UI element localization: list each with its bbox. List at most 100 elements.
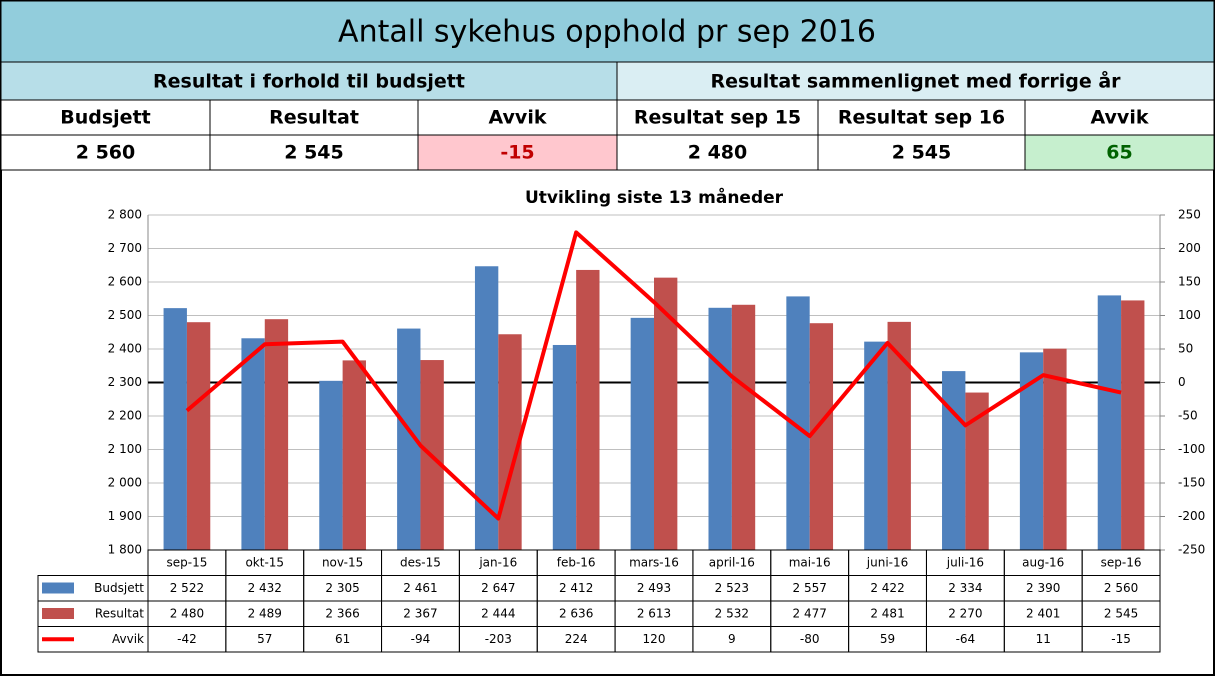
x-tick-label: okt-15 bbox=[245, 555, 284, 569]
bar bbox=[942, 371, 966, 550]
value-cell bbox=[817, 134, 1026, 171]
data-label: 2 305 bbox=[325, 581, 359, 595]
data-label: 224 bbox=[565, 632, 588, 646]
y2-tick-label: -50 bbox=[1178, 409, 1198, 423]
bar bbox=[474, 266, 499, 550]
data-label: 2 523 bbox=[715, 581, 749, 595]
bar bbox=[397, 328, 421, 550]
bar bbox=[264, 319, 289, 550]
data-label: 2 422 bbox=[870, 581, 904, 595]
y-tick-label: 2 000 bbox=[108, 476, 142, 490]
data-label: 2 366 bbox=[325, 606, 359, 620]
data-label: 2 532 bbox=[715, 606, 749, 620]
bar bbox=[1121, 300, 1145, 550]
data-label: 2 432 bbox=[248, 581, 282, 595]
y-tick-label: 2 200 bbox=[108, 409, 142, 423]
data-label: 2 613 bbox=[637, 606, 671, 620]
value-label: 2 545 bbox=[284, 142, 344, 164]
y2-tick-label: -150 bbox=[1178, 476, 1205, 490]
column-label: Budsjett bbox=[60, 107, 150, 129]
bar bbox=[1097, 295, 1122, 550]
x-tick-label: jan-16 bbox=[478, 555, 517, 569]
y2-tick-label: 100 bbox=[1178, 308, 1201, 322]
y-tick-label: 2 600 bbox=[108, 275, 142, 289]
data-label: 2 636 bbox=[559, 606, 593, 620]
data-label: 2 647 bbox=[481, 581, 515, 595]
value-cell bbox=[616, 134, 819, 171]
data-label: 120 bbox=[643, 632, 666, 646]
bar bbox=[708, 307, 732, 550]
data-label: 2 367 bbox=[403, 606, 437, 620]
data-label: 2 557 bbox=[793, 581, 827, 595]
legend-key bbox=[42, 608, 74, 619]
x-tick-label: sep-16 bbox=[1101, 555, 1142, 569]
x-tick-label: mai-16 bbox=[789, 555, 831, 569]
y-tick-label: 2 300 bbox=[108, 375, 142, 389]
bar bbox=[630, 317, 654, 550]
data-label: -15 bbox=[1111, 632, 1131, 646]
bar bbox=[552, 344, 577, 550]
x-tick-label: des-15 bbox=[400, 555, 441, 569]
y2-tick-label: -200 bbox=[1178, 509, 1205, 523]
data-label: 59 bbox=[880, 632, 895, 646]
y-tick-label: 1 800 bbox=[108, 543, 142, 557]
data-label: -94 bbox=[411, 632, 431, 646]
header-title: Antall sykehus opphold pr sep 2016 bbox=[338, 15, 876, 50]
data-label: -42 bbox=[177, 632, 197, 646]
data-label: 61 bbox=[335, 632, 350, 646]
bar bbox=[576, 269, 600, 550]
y2-tick-label: -100 bbox=[1178, 442, 1205, 456]
data-label: 2 390 bbox=[1026, 581, 1060, 595]
data-label: 2 522 bbox=[170, 581, 204, 595]
group-label: Resultat sammenlignet med forrige år bbox=[710, 69, 1121, 93]
group-label: Resultat i forhold til budsjett bbox=[153, 71, 465, 93]
y2-tick-label: -250 bbox=[1178, 543, 1205, 557]
bar bbox=[864, 341, 888, 550]
y2-tick-label: 0 bbox=[1178, 375, 1186, 389]
bar bbox=[887, 321, 911, 550]
bar bbox=[654, 277, 678, 550]
bar bbox=[186, 322, 211, 550]
data-label: -64 bbox=[956, 632, 976, 646]
y-tick-label: 1 900 bbox=[108, 509, 142, 523]
bar bbox=[786, 296, 810, 550]
legend-label: Avvik bbox=[112, 632, 144, 646]
x-tick-label: juli-16 bbox=[946, 555, 984, 569]
group-bg bbox=[0, 61, 618, 101]
value-label: 65 bbox=[1106, 142, 1132, 164]
x-tick-label: april-16 bbox=[709, 555, 755, 569]
bar bbox=[241, 338, 265, 550]
data-label: 2 481 bbox=[870, 606, 904, 620]
data-label: 2 480 bbox=[170, 606, 204, 620]
y-tick-label: 2 500 bbox=[108, 308, 142, 322]
data-label: 2 545 bbox=[1104, 606, 1138, 620]
data-label: -203 bbox=[485, 632, 512, 646]
bar bbox=[1043, 348, 1067, 550]
data-label: 2 412 bbox=[559, 581, 593, 595]
y-tick-label: 2 100 bbox=[108, 442, 142, 456]
column-label: Avvik bbox=[489, 107, 547, 129]
y2-tick-label: 50 bbox=[1178, 342, 1193, 356]
data-label: 2 560 bbox=[1104, 581, 1138, 595]
line-series bbox=[185, 230, 1122, 521]
bar bbox=[342, 360, 366, 550]
value-label: 2 545 bbox=[892, 142, 952, 164]
value-cell bbox=[1024, 134, 1215, 171]
bar bbox=[319, 380, 343, 550]
data-label: 2 489 bbox=[248, 606, 282, 620]
data-label: 2 401 bbox=[1026, 606, 1060, 620]
column-label: Resultat sep 16 bbox=[838, 107, 1005, 129]
x-tick-label: sep-15 bbox=[166, 555, 207, 569]
x-tick-label: mars-16 bbox=[629, 555, 679, 569]
data-label: 57 bbox=[257, 632, 272, 646]
table-cell bbox=[1081, 626, 1161, 653]
y2-tick-label: 200 bbox=[1178, 241, 1201, 255]
legend-key bbox=[42, 582, 74, 594]
bar bbox=[163, 308, 187, 550]
bar bbox=[1019, 352, 1044, 550]
data-label: 2 461 bbox=[403, 581, 437, 595]
column-label: Avvik bbox=[1091, 107, 1149, 129]
y-tick-label: 2 800 bbox=[108, 208, 142, 222]
data-label: 2 444 bbox=[481, 606, 515, 620]
